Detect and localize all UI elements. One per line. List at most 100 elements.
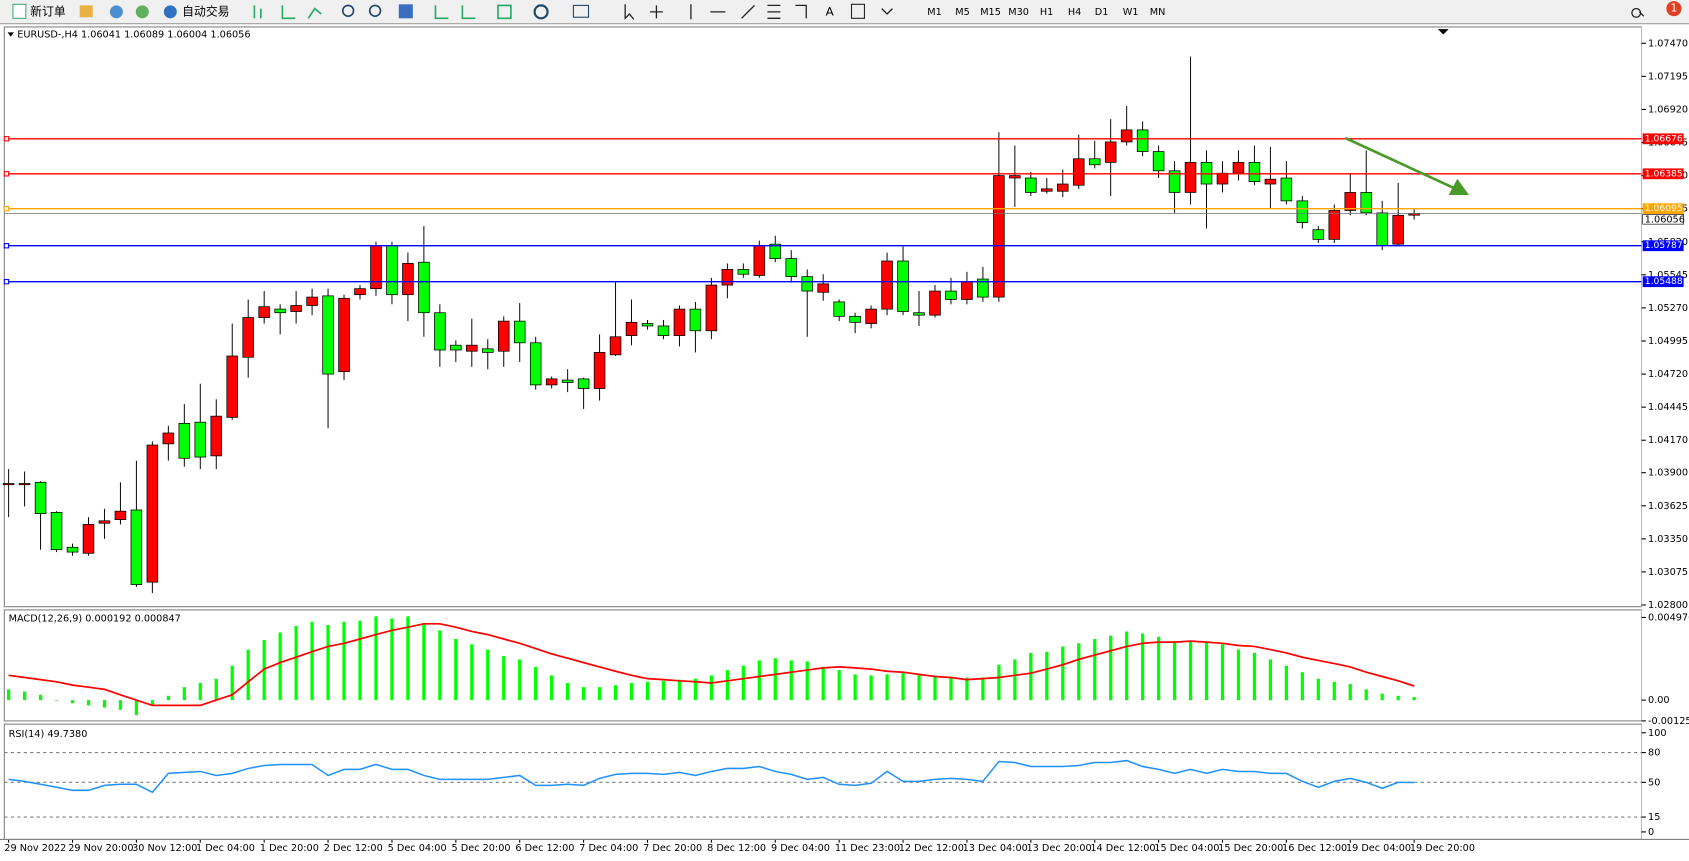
level-label-bg <box>1642 133 1684 145</box>
candle-body <box>1232 161 1245 174</box>
candle-body <box>274 308 286 314</box>
candle-body <box>833 301 845 317</box>
y-tick-label: 1.04720 <box>1648 369 1688 380</box>
candle-body <box>130 509 143 585</box>
macd-bar <box>821 666 825 701</box>
candle-body <box>258 306 270 318</box>
tile-icon[interactable] <box>398 4 413 19</box>
macd-bar <box>182 687 186 701</box>
macd-signal-line <box>8 622 1415 707</box>
candle-body <box>1009 175 1021 179</box>
label-tool[interactable] <box>850 3 865 19</box>
toolbar-icon[interactable] <box>109 5 123 19</box>
candle-body <box>466 344 478 352</box>
candle-body <box>913 312 925 316</box>
new-order-button[interactable]: 新订单 <box>30 4 66 18</box>
timeframe-button[interactable]: MN <box>1150 7 1166 18</box>
candle-body <box>290 305 302 312</box>
template-icon[interactable] <box>572 4 590 18</box>
y-tick-label: 1.04170 <box>1648 435 1688 446</box>
drawing-tools[interactable] <box>624 4 807 20</box>
x-tick-label: 29 Nov 20:00 <box>68 843 133 854</box>
macd-bar <box>677 679 682 701</box>
x-tick-label: 29 Nov 2022 <box>4 843 66 854</box>
candle-body <box>1296 200 1309 223</box>
notification-badge[interactable] <box>1666 1 1682 17</box>
candle-body <box>609 336 622 356</box>
macd-bar <box>965 677 969 701</box>
level-label: 1.06095 <box>1645 203 1683 214</box>
candle-body <box>513 320 526 344</box>
auto-trading-icon[interactable] <box>163 5 177 19</box>
candle-body <box>881 260 893 310</box>
macd-bar <box>741 665 745 701</box>
y-tick-label: 1.03625 <box>1648 501 1688 512</box>
macd-bar <box>534 666 538 701</box>
candle-body <box>545 378 558 386</box>
macd-bar <box>1364 689 1368 701</box>
x-tick-label: 8 Dec 12:00 <box>707 843 766 854</box>
candle-body <box>1248 161 1261 182</box>
macd-bar <box>981 677 985 701</box>
macd-bar <box>917 675 921 701</box>
macd-bar <box>1125 631 1129 701</box>
y-tick-label: 1.04995 <box>1648 336 1688 347</box>
y-tick-label: 80 <box>1648 748 1660 759</box>
candle-body <box>434 312 446 351</box>
text-tool[interactable]: A <box>826 4 834 18</box>
symbol-marker <box>7 32 15 37</box>
candle-body <box>418 261 430 314</box>
toolbar-icons[interactable] <box>881 7 1645 18</box>
period-icon[interactable] <box>533 4 549 20</box>
timeframe-button[interactable]: W1 <box>1123 7 1139 18</box>
x-tick-label: 1 Dec 20:00 <box>260 843 319 854</box>
candle-body <box>98 520 111 524</box>
timeframe-button[interactable]: H4 <box>1068 7 1081 18</box>
macd-bar <box>7 689 11 701</box>
zoom-in-icon[interactable] <box>341 4 355 17</box>
chart-type-icons[interactable] <box>253 5 322 20</box>
toolbar-icon[interactable] <box>135 5 149 19</box>
indicator-title: MACD(12,26,9) 0.000192 0.000847 <box>9 614 181 625</box>
candle-body <box>529 342 542 386</box>
timeframe-button[interactable]: M1 <box>927 7 942 18</box>
x-tick-label: 5 Dec 20:00 <box>452 843 511 854</box>
new-order-icon[interactable] <box>12 3 27 19</box>
candle-body <box>162 432 175 445</box>
chart-area: 1.074701.071951.069201.066451.063701.060… <box>0 26 1689 854</box>
level-handle <box>3 136 10 142</box>
zoom-out-icon[interactable] <box>368 4 382 17</box>
timeframe-button[interactable]: M30 <box>1008 7 1029 18</box>
toolbar-icon[interactable] <box>79 5 93 18</box>
timeframe-button[interactable]: M5 <box>955 7 970 18</box>
shift-marker <box>1437 29 1449 35</box>
x-tick-label: 5 Dec 04:00 <box>388 843 447 854</box>
candle-body <box>1376 212 1388 246</box>
indicator-title: RSI(14) 49.7380 <box>9 729 88 740</box>
timeframe-button[interactable]: H1 <box>1040 7 1053 18</box>
macd-bar <box>1236 649 1241 701</box>
macd-bar <box>773 658 777 701</box>
macd-bar <box>118 700 123 710</box>
auto-trading-button[interactable]: 自动交易 <box>182 4 229 18</box>
candle-body <box>945 290 957 300</box>
timeframe-button[interactable]: M15 <box>980 7 1001 18</box>
y-tick-label: 1.05270 <box>1648 303 1688 314</box>
timeframe-button[interactable]: D1 <box>1095 7 1109 18</box>
level-handle <box>3 205 10 212</box>
macd-bar <box>358 620 362 701</box>
price-label-bg <box>1642 214 1684 225</box>
notification-count[interactable]: 1 <box>1670 2 1677 15</box>
toolbar-icons[interactable] <box>434 4 512 20</box>
candle-body <box>929 290 941 316</box>
macd-bar <box>374 616 378 701</box>
x-tick-label: 6 Dec 12:00 <box>515 843 574 854</box>
macd-bar <box>645 681 650 701</box>
macd-bar <box>150 700 154 706</box>
candle-body <box>769 243 782 259</box>
candle-body <box>993 175 1005 298</box>
candle-body <box>338 297 350 373</box>
y-tick-label: 1.05545 <box>1648 270 1688 281</box>
